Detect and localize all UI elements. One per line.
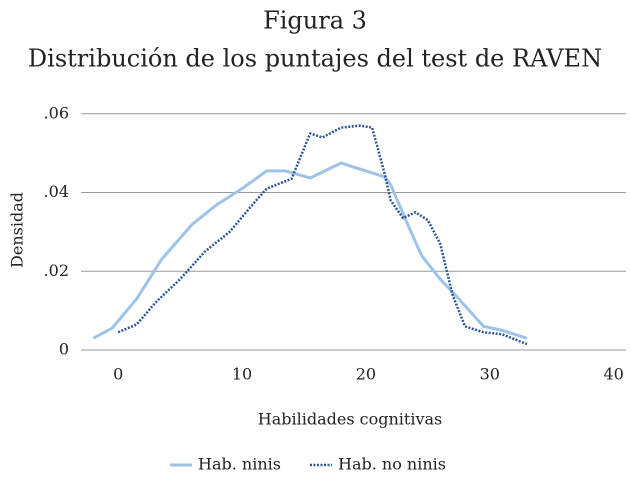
y-tick-label: 0 [59,340,69,359]
y-axis-label: Densidad [8,192,27,268]
x-axis-label: Habilidades cognitivas [258,410,442,429]
chart-subtitle: Distribución de los puntajes del test de… [28,45,602,73]
x-tick-label: 20 [356,365,376,384]
y-tick-label: .06 [44,103,69,122]
line [92,161,528,340]
x-tick-label: 40 [603,365,623,384]
chart-title: Figura 3 [263,7,367,35]
line [117,124,528,346]
x-tick-label: 30 [480,365,500,384]
y-tick-label: .02 [44,261,69,280]
x-tick-label: 10 [232,365,252,384]
legend-label: Hab. ninis [198,455,281,474]
y-tick-label: .04 [44,182,69,201]
legend-label: Hab. no ninis [338,455,446,474]
x-tick-label: 0 [113,365,123,384]
